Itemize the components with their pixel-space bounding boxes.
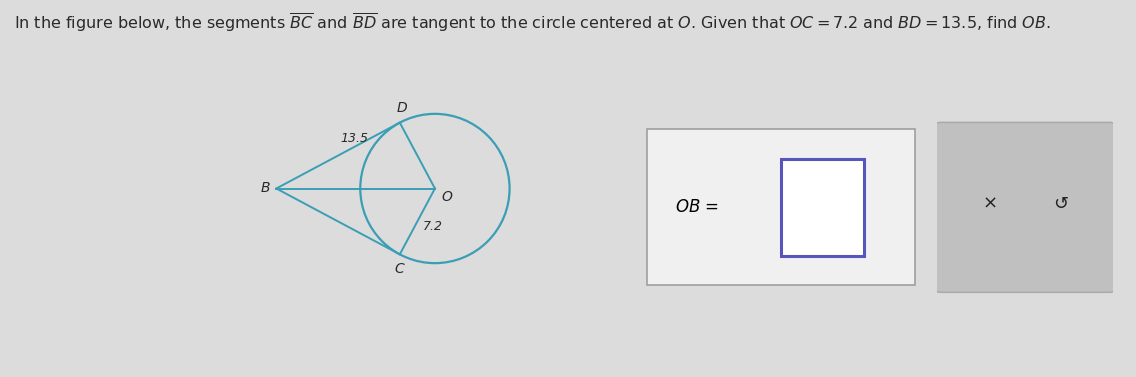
- Text: ×: ×: [983, 195, 997, 213]
- FancyBboxPatch shape: [648, 129, 914, 285]
- Text: D: D: [396, 101, 407, 115]
- Text: 13.5: 13.5: [340, 132, 368, 145]
- Text: ↺: ↺: [1053, 195, 1068, 213]
- Text: 7.2: 7.2: [423, 219, 443, 233]
- Text: $OB$ =: $OB$ =: [675, 198, 719, 216]
- FancyBboxPatch shape: [782, 159, 864, 256]
- Text: In the figure below, the segments $\overline{BC}$ and $\overline{BD}$ are tangen: In the figure below, the segments $\over…: [14, 11, 1051, 34]
- FancyBboxPatch shape: [934, 123, 1117, 292]
- Text: B: B: [260, 181, 269, 196]
- Text: C: C: [394, 262, 403, 276]
- Text: O: O: [442, 190, 452, 204]
